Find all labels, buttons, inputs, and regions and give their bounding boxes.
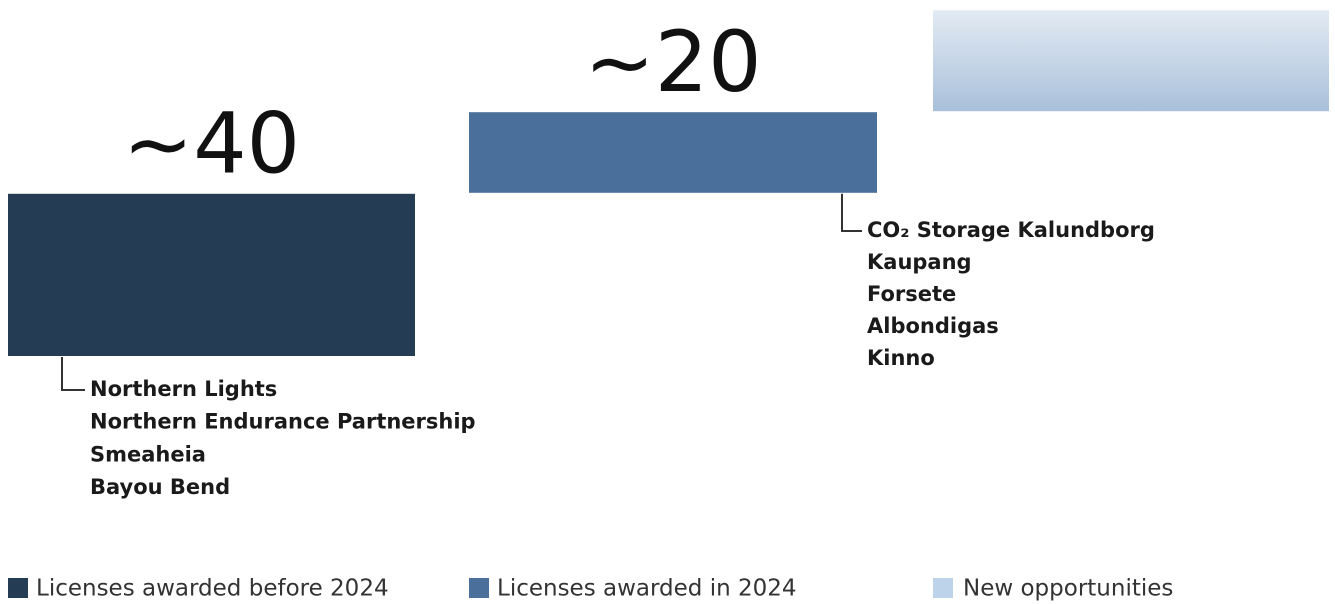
legend-swatch (933, 578, 953, 598)
project-label: Kinno (867, 346, 935, 370)
legend-label: Licenses awarded before 2024 (36, 576, 389, 602)
legend-label: New opportunities (963, 576, 1173, 602)
bracket (61, 357, 85, 391)
bracket (841, 193, 862, 232)
project-label: Smeaheia (90, 442, 206, 466)
project-label: Kaupang (867, 250, 972, 274)
project-label: Northern Lights (90, 377, 277, 401)
project-label: Bayou Bend (90, 475, 230, 499)
project-label: Forsete (867, 282, 956, 306)
bar (469, 112, 877, 193)
value-label: ~20 (584, 13, 761, 111)
project-label: CO₂ Storage Kalundborg (867, 218, 1155, 242)
project-label: Northern Endurance Partnership (90, 410, 476, 434)
value-label: ~40 (123, 95, 300, 193)
legend-label: Licenses awarded in 2024 (497, 576, 797, 602)
legend-swatch (469, 578, 489, 598)
project-label: Albondigas (867, 314, 999, 338)
legend-swatch (8, 578, 28, 598)
bar (933, 10, 1329, 112)
bar (8, 193, 415, 356)
